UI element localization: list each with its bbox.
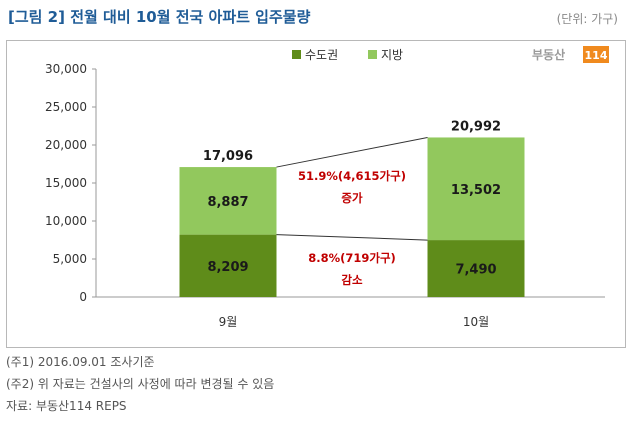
footnote-2: (주2) 위 자료는 건설사의 사정에 따라 변경될 수 있음 [6,377,275,391]
x-tick-label: 9월 [219,315,238,329]
legend-label-1: 수도권 [305,48,338,62]
annotation-increase-value: 51.9%(4,615가구) [298,169,406,183]
y-tick-label: 5,000 [53,252,87,266]
x-tick-label: 10월 [463,315,489,329]
logo-badge [583,46,609,63]
unit-label: (단위: 가구) [556,12,618,26]
bar-value-label: 8,887 [207,195,248,210]
annotation-increase-label: 증가 [341,191,363,205]
annotation-decrease-value: 8.8%(719가구) [308,251,396,265]
bar-2-2 [427,137,525,241]
connector-line-total [276,136,428,168]
y-tick-label: 10,000 [45,214,87,228]
y-tick-label: 25,000 [45,100,87,114]
y-tick-label: 20,000 [45,138,87,152]
connector-line-segment [276,234,428,241]
logo-number: 114 [585,49,608,62]
bar-2-1 [179,167,277,235]
y-tick-label: 0 [79,290,87,304]
legend-label-2: 지방 [381,48,403,62]
bar-total-label: 20,992 [451,119,501,134]
chart-title: [그림 2] 전월 대비 10월 전국 아파트 입주물량 [8,8,311,26]
source-note: 자료: 부동산114 REPS [6,399,127,413]
legend-swatch-1 [292,50,301,59]
stacked-bar-chart: 부동산 114 수도권 지방 0 5,000 10,000 15,000 20,000 25,00… [45,46,609,329]
annotation-decrease-label: 감소 [341,273,363,287]
bar-total-label: 17,096 [203,149,253,164]
bar-1-2 [427,240,525,297]
legend-swatch-2 [368,50,377,59]
footnote-1: (주1) 2016.09.01 조사기준 [6,355,155,369]
bar-value-label: 13,502 [451,183,501,198]
footnotes: (주1) 2016.09.01 조사기준 (주2) 위 자료는 건설사의 사정에… [6,351,274,417]
bar-value-label: 8,209 [207,260,248,275]
logo-text: 부동산 [532,47,565,62]
y-tick-label: 15,000 [45,176,87,190]
bar-1-1 [179,234,277,297]
bar-value-label: 7,490 [455,263,496,278]
y-tick-label: 30,000 [45,62,87,76]
